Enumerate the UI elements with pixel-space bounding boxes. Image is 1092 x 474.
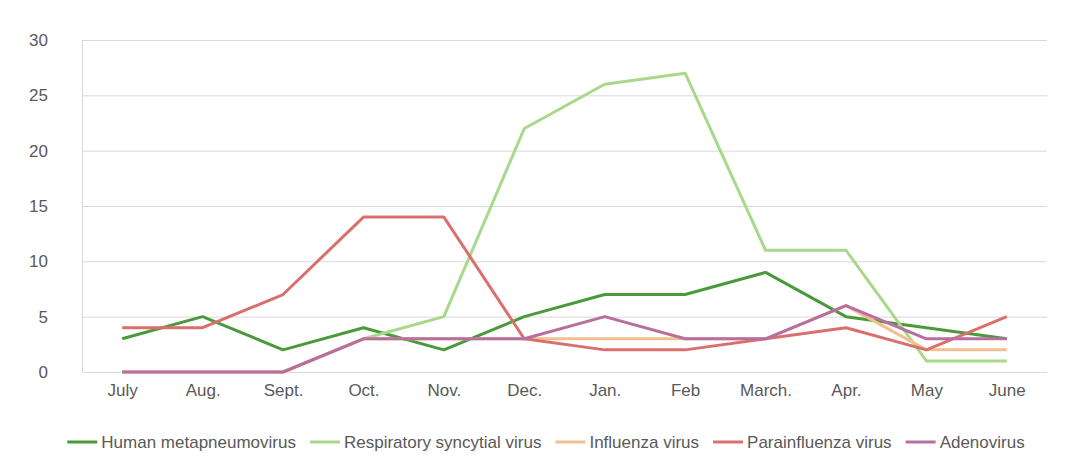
legend-label: Parainfluenza virus bbox=[747, 433, 892, 452]
x-tick: Feb bbox=[671, 372, 700, 400]
y-tick-label: 30 bbox=[29, 31, 48, 50]
x-tick: Apr. bbox=[831, 372, 861, 400]
legend-item: Influenza virus bbox=[555, 433, 699, 452]
chart: 0 5 10 15 20 25 30 July Aug. Sept. Oct. Nov. Dec. Jan… bbox=[0, 0, 1092, 474]
grid-line bbox=[82, 95, 1047, 96]
plot-area: 0 5 10 15 20 25 30 July Aug. Sept. Oct. Nov. Dec. Jan… bbox=[29, 31, 1047, 400]
y-tick-label: 0 bbox=[39, 363, 48, 382]
legend-swatch bbox=[906, 441, 936, 444]
x-tick-label: Aug. bbox=[186, 381, 221, 400]
legend-item: Human metapneumovirus bbox=[67, 433, 296, 452]
x-axis: July Aug. Sept. Oct. Nov. Dec. Jan. Feb March. Ap… bbox=[83, 372, 1048, 400]
x-tick-label: June bbox=[989, 381, 1026, 400]
y-tick: 25 bbox=[29, 86, 1047, 105]
x-tick: June bbox=[989, 372, 1026, 400]
legend-label: Influenza virus bbox=[589, 433, 699, 452]
series-line bbox=[122, 306, 1007, 372]
x-tick-label: Jan. bbox=[589, 381, 621, 400]
y-tick-label: 5 bbox=[39, 308, 48, 327]
series-lines bbox=[122, 73, 1007, 372]
x-tick-label: Apr. bbox=[831, 381, 861, 400]
series-line bbox=[122, 217, 1007, 350]
y-tick: 30 bbox=[29, 31, 1047, 50]
series-line bbox=[122, 73, 1007, 372]
y-tick-label: 20 bbox=[29, 142, 48, 161]
x-tick: Dec. bbox=[507, 372, 542, 400]
grid-line bbox=[82, 206, 1047, 207]
legend-item: Adenovirus bbox=[906, 433, 1025, 452]
grid-line bbox=[82, 151, 1047, 152]
x-tick: Oct. bbox=[348, 372, 379, 400]
x-tick-label: July bbox=[108, 381, 139, 400]
y-tick-label: 25 bbox=[29, 86, 48, 105]
x-tick: July bbox=[108, 372, 139, 400]
x-tick-label: Oct. bbox=[348, 381, 379, 400]
x-tick-label: Nov. bbox=[428, 381, 462, 400]
y-tick: 20 bbox=[29, 142, 1047, 161]
x-tick-label: Dec. bbox=[507, 381, 542, 400]
x-tick: March. bbox=[740, 372, 792, 400]
legend-item: Parainfluenza virus bbox=[713, 433, 892, 452]
legend: Human metapneumovirus Respiratory syncyti… bbox=[67, 433, 1024, 452]
x-tick: Aug. bbox=[186, 372, 221, 400]
legend-swatch bbox=[67, 441, 97, 444]
grid-line bbox=[82, 261, 1047, 262]
x-tick-label: March. bbox=[740, 381, 792, 400]
legend-swatch bbox=[555, 441, 585, 444]
x-tick: Nov. bbox=[428, 372, 462, 400]
legend-swatch bbox=[310, 441, 340, 444]
y-tick: 10 bbox=[29, 252, 1047, 271]
y-axis-line bbox=[83, 41, 1048, 373]
legend-label: Adenovirus bbox=[940, 433, 1025, 452]
x-tick: May bbox=[911, 372, 944, 400]
y-tick-label: 15 bbox=[29, 197, 48, 216]
x-tick: Jan. bbox=[589, 372, 621, 400]
legend-swatch bbox=[713, 441, 743, 444]
y-tick: 15 bbox=[29, 197, 1047, 216]
x-tick-label: Feb bbox=[671, 381, 700, 400]
y-axis: 0 5 10 15 20 25 30 bbox=[29, 31, 1047, 382]
x-tick: Sept. bbox=[264, 372, 304, 400]
series-line bbox=[122, 306, 1007, 372]
legend-label: Respiratory syncytial virus bbox=[344, 433, 541, 452]
legend-label: Human metapneumovirus bbox=[101, 433, 296, 452]
grid-line bbox=[82, 40, 1047, 41]
x-tick-label: May bbox=[911, 381, 944, 400]
legend-item: Respiratory syncytial virus bbox=[310, 433, 541, 452]
x-tick-label: Sept. bbox=[264, 381, 304, 400]
y-tick-label: 10 bbox=[29, 252, 48, 271]
